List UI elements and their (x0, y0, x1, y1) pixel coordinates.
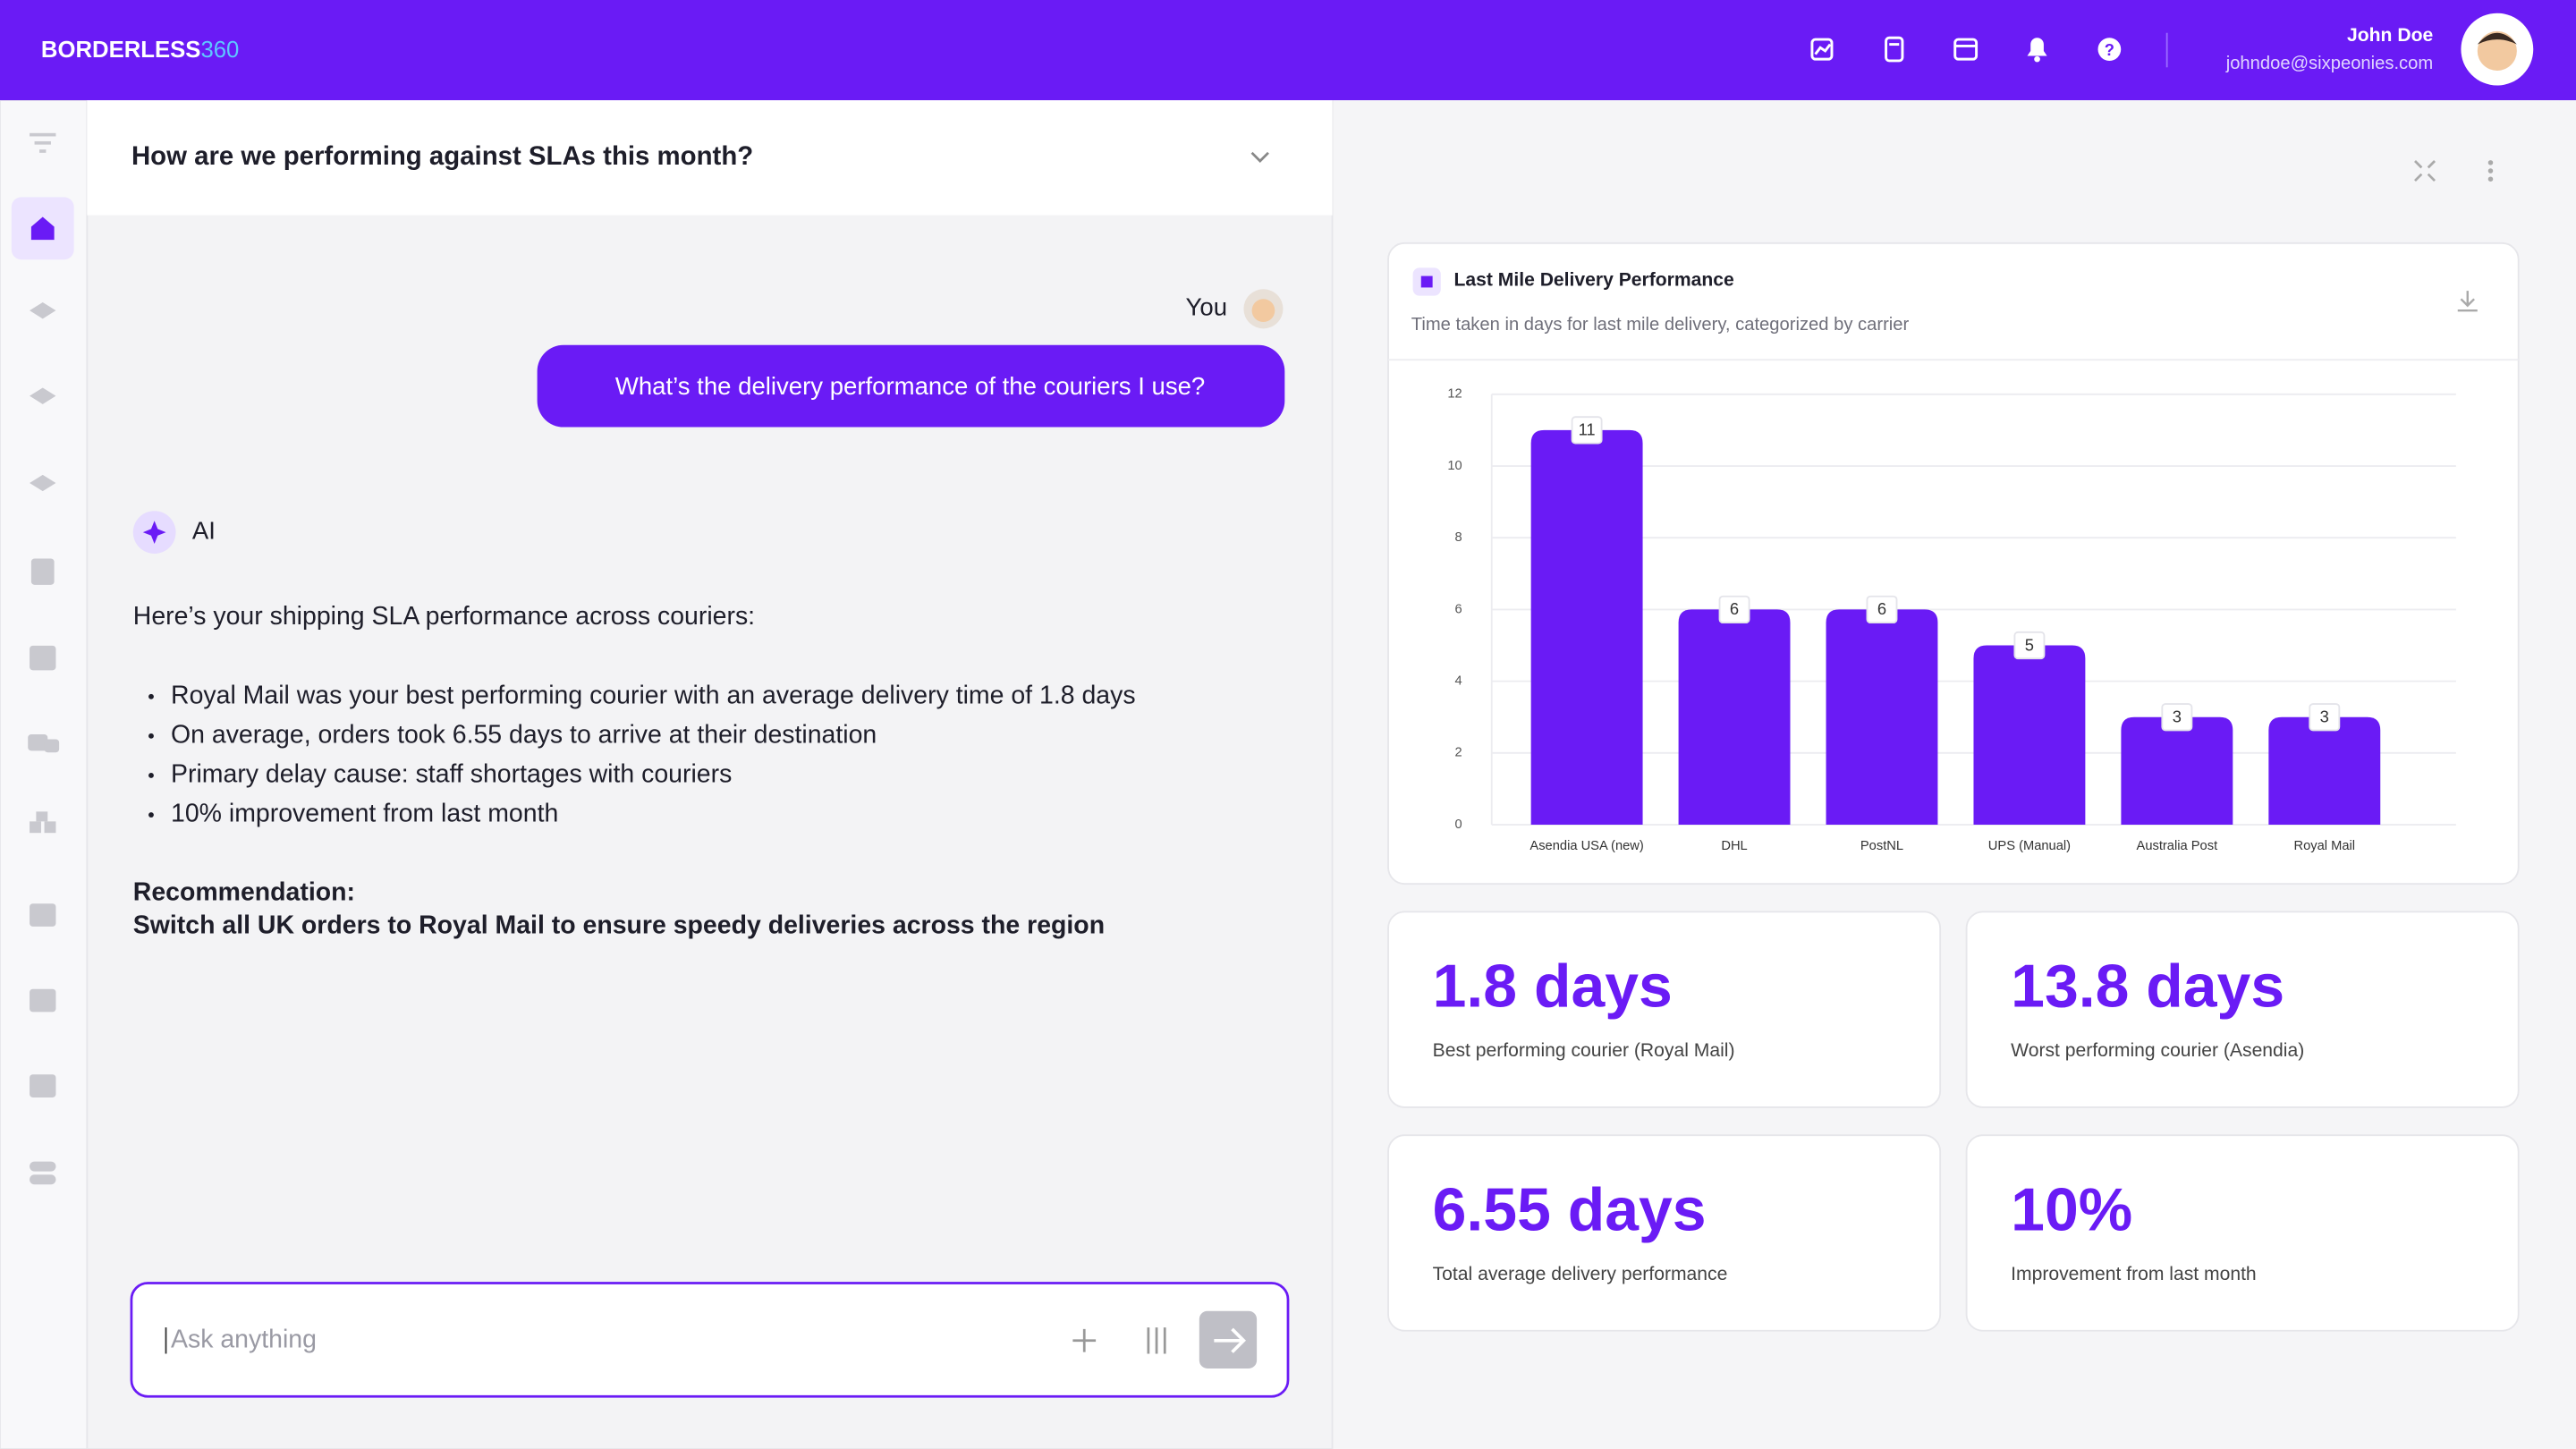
value-label-box (1866, 595, 1898, 624)
recommendation-title: Recommendation: (133, 878, 355, 907)
value-label: 5 (2025, 635, 2034, 654)
bar (2268, 716, 2381, 826)
value-label: 3 (2173, 707, 2182, 725)
header-icons[interactable]: ? (1810, 36, 2122, 63)
y-tick-label: 0 (1455, 818, 1462, 832)
stat-value: 10% (2011, 1175, 2132, 1243)
bar (1530, 429, 1643, 826)
recommendation: Switch all UK orders to Royal Mail to en… (133, 911, 1105, 939)
more-button[interactable] (2487, 160, 2494, 182)
y-tick-label: 2 (1455, 746, 1462, 760)
stat-card (1965, 1134, 2520, 1332)
value-label: 3 (2320, 707, 2329, 725)
chat-dropdown[interactable] (1250, 151, 1269, 163)
bar (1973, 645, 2086, 826)
y-tick-label: 4 (1455, 674, 1462, 689)
settings-button[interactable] (1147, 1327, 1166, 1354)
user-message: What’s the delivery performance of the c… (615, 372, 1205, 400)
bullet-dot (148, 733, 154, 739)
value-label: 6 (1730, 599, 1739, 618)
stat-value: 6.55 days (1433, 1175, 1707, 1243)
value-label-box (1718, 595, 1750, 624)
value-label-box (1571, 416, 1603, 445)
x-tick-label: Royal Mail (2294, 839, 2356, 853)
y-tick-label: 6 (1455, 602, 1462, 616)
expand-button[interactable] (2414, 160, 2436, 182)
bullet-text: Primary delay cause: staff shortages wit… (171, 759, 732, 788)
chat-title: How are we performing against SLAs this … (131, 141, 753, 171)
brand: BORDERLESS360 (41, 38, 239, 63)
send-arrow (1214, 1327, 1247, 1353)
user-avatar[interactable] (2461, 13, 2534, 86)
user-bubble (537, 344, 1285, 428)
nav-home[interactable] (30, 216, 55, 241)
bullet-dot (148, 693, 154, 699)
value-label-box (2013, 631, 2046, 660)
stat-card (1965, 911, 2520, 1108)
y-tick-label: 8 (1455, 530, 1462, 545)
input-placeholder: Ask anything (171, 1325, 317, 1353)
chart-title: Last Mile Delivery Performance (1454, 270, 1735, 291)
ai-label: AI (192, 516, 216, 544)
user-label: You (1186, 293, 1227, 321)
attach-button[interactable] (1072, 1328, 1097, 1352)
y-tick-label: 10 (1447, 459, 1462, 473)
y-tick-label: 12 (1447, 387, 1462, 402)
bar (1678, 609, 1791, 826)
top-bar (0, 0, 2576, 101)
svg-text:?: ? (2105, 40, 2114, 59)
chat-header (87, 100, 1333, 216)
nav-icons[interactable] (28, 132, 60, 1185)
chat-input[interactable] (130, 1282, 1290, 1398)
value-label-box (2309, 703, 2341, 732)
x-tick-label: Australia Post (2137, 839, 2218, 853)
user-face (1251, 299, 1275, 322)
user-name: John Doe (2347, 25, 2433, 46)
x-tick-label: PostNL (1860, 839, 1903, 853)
x-tick-label: DHL (1721, 839, 1747, 853)
user-email: johndoe@sixpeonies.com (2225, 54, 2433, 73)
stat-label: Total average delivery performance (1433, 1264, 1728, 1284)
stat-label: Best performing courier (Royal Mail) (1433, 1040, 1735, 1061)
bullet-dot (148, 773, 154, 778)
stat-label: Worst performing courier (Asendia) (2011, 1040, 2304, 1061)
sidebar (0, 99, 89, 1449)
chart-icon-glyph (1420, 275, 1433, 288)
stat-card (1387, 1134, 1942, 1332)
chart-card (1387, 242, 2520, 886)
download-button[interactable] (2457, 291, 2478, 312)
bullet-text: 10% improvement from last month (171, 800, 558, 828)
value-label: 6 (1877, 599, 1886, 618)
bullet-text: On average, orders took 6.55 days to arr… (171, 720, 877, 749)
x-tick-label: UPS (Manual) (1988, 839, 2071, 853)
stat-label: Improvement from last month (2011, 1264, 2257, 1284)
stat-card (1387, 911, 1942, 1108)
stat-value: 1.8 days (1433, 953, 1673, 1021)
ai-intro: Here’s your shipping SLA performance acr… (133, 602, 755, 631)
stat-value: 13.8 days (2011, 953, 2284, 1021)
value-label: 11 (1579, 420, 1596, 439)
ai-spark (142, 521, 166, 544)
chart-subtitle: Time taken in days for last mile deliver… (1411, 315, 1910, 335)
chat-panel (86, 99, 1334, 1449)
x-tick-label: Asendia USA (new) (1530, 839, 1643, 853)
bullet-dot (148, 812, 154, 818)
value-label-box (2161, 703, 2193, 732)
bar (1826, 609, 1938, 826)
bar (2121, 716, 2233, 826)
bullet-text: Royal Mail was your best performing cour… (171, 681, 1136, 709)
